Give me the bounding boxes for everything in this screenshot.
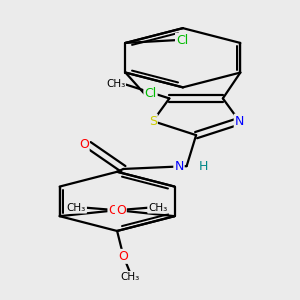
Text: H: H	[198, 160, 208, 172]
Text: CH₃: CH₃	[148, 203, 167, 213]
Text: CH₃: CH₃	[106, 79, 125, 89]
Text: Cl: Cl	[176, 34, 188, 46]
Text: O: O	[118, 250, 128, 263]
Text: CH₃: CH₃	[67, 203, 86, 213]
Text: O: O	[79, 139, 89, 152]
Text: S: S	[149, 115, 157, 128]
Text: O: O	[108, 204, 118, 217]
Text: Cl: Cl	[144, 87, 157, 100]
Text: CH₃: CH₃	[120, 272, 140, 282]
Text: N: N	[174, 160, 184, 172]
Text: O: O	[116, 204, 126, 217]
Text: N: N	[235, 115, 244, 128]
